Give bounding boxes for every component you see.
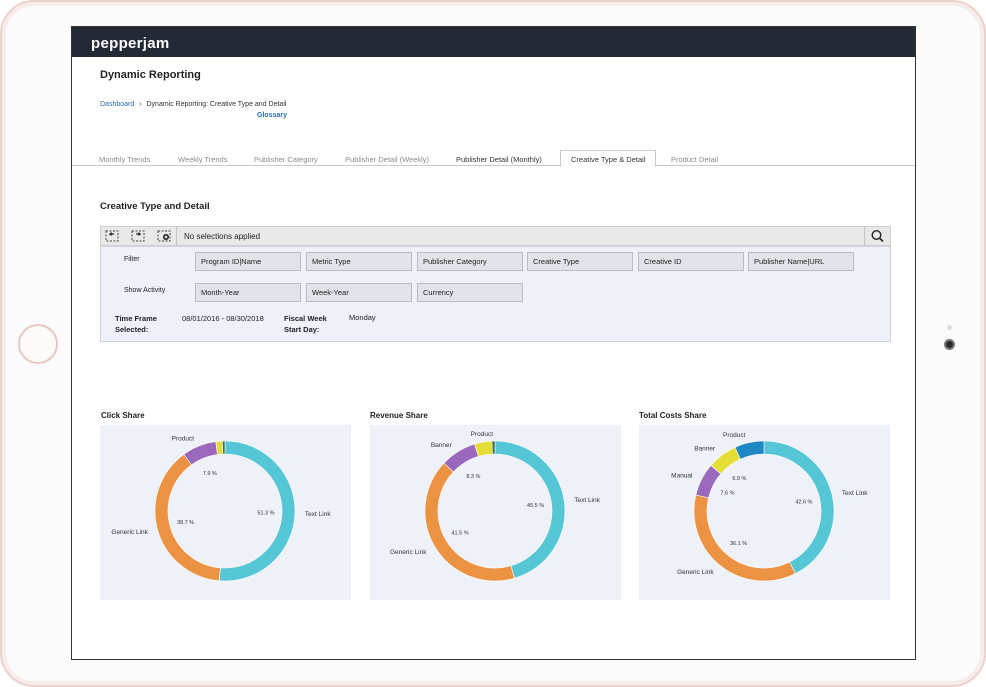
revenue-share-title: Revenue Share: [370, 411, 428, 420]
slice-value-label: 36.1 %: [730, 541, 747, 547]
total-costs-share-chart: 42.6 % Text Link 36.1 % Generic Link 7.6 % Ma…: [639, 425, 890, 600]
time-frame-value: 08/01/2016 - 08/30/2018: [182, 314, 264, 323]
filter-publisher-name[interactable]: Publisher Name|URL: [748, 252, 854, 271]
donut-slice-text-link-0[interactable]: [763, 440, 835, 574]
slice-category-label: Text Link: [574, 497, 600, 504]
click-share-donut: 51.3 % Text Link 38.7 % Generic Link 7.9 % Pr…: [111, 436, 331, 582]
total-costs-share-donut: 42.6 % Text Link 36.1 % Generic Link 7.6 % Ma…: [671, 432, 868, 582]
filter-panel: Filter Program ID|Name Metric Type Publi…: [100, 246, 891, 342]
slice-value-label: 7.9 %: [203, 471, 217, 477]
breadcrumb-dashboard-link[interactable]: Dashboard: [100, 101, 135, 108]
time-frame-label-line1: Time Frame: [115, 314, 157, 323]
tab-creative-type-detail[interactable]: Creative Type & Detail: [560, 150, 657, 167]
activity-month-year[interactable]: Month-Year: [195, 283, 301, 302]
filter-creative-id[interactable]: Creative ID: [638, 252, 744, 271]
revenue-share-chart: 45.5 % Text Link 41.5 % Generic Link 8.3 % Ba…: [370, 425, 621, 600]
slice-value-label: 6.9 %: [732, 476, 746, 482]
donut-slice-generic-link-1[interactable]: [693, 494, 796, 582]
slice-value-label: 45.5 %: [527, 503, 544, 509]
search-button[interactable]: [864, 227, 890, 245]
activity-currency[interactable]: Currency: [417, 283, 523, 302]
donut-slice-unlabeled-4[interactable]: [491, 440, 496, 455]
search-icon: [871, 229, 884, 243]
filter-program-id[interactable]: Program ID|Name: [195, 252, 301, 271]
app-screen: pepperjam Dynamic Reporting Dashboard › …: [71, 26, 916, 660]
breadcrumb: Dashboard › Dynamic Reporting: Creative …: [100, 101, 286, 108]
redo-selection-icon[interactable]: [131, 230, 145, 242]
filter-creative-type[interactable]: Creative Type: [527, 252, 633, 271]
toolbar-divider: [176, 227, 177, 245]
selections-toolbar: No selections applied: [100, 226, 891, 246]
tab-publisher-detail-weekly[interactable]: Publisher Detail (Weekly): [345, 155, 430, 164]
slice-value-label: 38.7 %: [177, 520, 194, 526]
slice-value-label: 7.6 %: [720, 490, 734, 496]
tab-publisher-category[interactable]: Publisher Category: [254, 155, 318, 164]
camera-icon: [944, 339, 955, 350]
fiscal-week-label-line2: Start Day:: [284, 325, 320, 334]
total-costs-share-title: Total Costs Share: [639, 411, 707, 420]
donut-slice-product-4[interactable]: [734, 440, 765, 460]
home-button[interactable]: [18, 324, 58, 364]
filter-publisher-category[interactable]: Publisher Category: [417, 252, 523, 271]
fiscal-week-label: Fiscal Week Start Day:: [284, 313, 327, 335]
donut-slice-generic-link-1[interactable]: [424, 462, 515, 582]
report-tabs: Monthly Trends Weekly Trends Publisher C…: [72, 150, 915, 167]
time-frame-label-line2: Selected:: [115, 325, 149, 334]
slice-category-label: Manual: [671, 473, 693, 480]
filter-label: Filter: [124, 256, 140, 263]
breadcrumb-separator: ›: [139, 101, 142, 108]
pepperjam-logo[interactable]: pepperjam: [91, 35, 170, 52]
tab-weekly-trends[interactable]: Weekly Trends: [178, 155, 228, 164]
slice-category-label: Generic Link: [111, 529, 148, 536]
slice-category-label: Product: [723, 432, 746, 439]
slice-category-label: Generic Link: [677, 569, 714, 576]
slice-category-label: Banner: [694, 446, 716, 453]
slice-category-label: Banner: [431, 442, 453, 449]
slice-value-label: 8.3 %: [466, 474, 480, 480]
selections-status: No selections applied: [184, 232, 261, 241]
tab-product-detail[interactable]: Product Detail: [671, 155, 719, 164]
top-navigation-bar: pepperjam: [72, 27, 915, 57]
slice-category-label: Text Link: [305, 511, 331, 518]
revenue-share-donut: 45.5 % Text Link 41.5 % Generic Link 8.3 % Ba…: [390, 431, 601, 582]
activity-week-year[interactable]: Week-Year: [306, 283, 412, 302]
tab-publisher-detail-monthly[interactable]: Publisher Detail (Monthly): [456, 155, 542, 164]
donut-slice-product-2[interactable]: [183, 441, 218, 466]
fiscal-week-value: Monday: [349, 313, 376, 322]
time-frame-label: Time Frame Selected:: [115, 313, 157, 335]
section-title: Creative Type and Detail: [100, 201, 210, 212]
page-title: Dynamic Reporting: [100, 69, 201, 81]
slice-value-label: 42.6 %: [795, 500, 812, 506]
clear-selections-icon[interactable]: [157, 230, 171, 242]
slice-value-label: 41.5 %: [451, 530, 468, 536]
show-activity-label: Show Activity: [124, 287, 166, 294]
tab-monthly-trends[interactable]: Monthly Trends: [99, 155, 151, 164]
slice-category-label: Product: [471, 431, 494, 438]
filter-metric-type[interactable]: Metric Type: [306, 252, 412, 271]
click-share-chart: 51.3 % Text Link 38.7 % Generic Link 7.9 % Pr…: [100, 425, 351, 600]
click-share-title: Click Share: [101, 411, 145, 420]
slice-value-label: 51.3 %: [257, 511, 274, 517]
fiscal-week-label-line1: Fiscal Week: [284, 314, 327, 323]
slice-category-label: Product: [172, 436, 195, 443]
slice-category-label: Text Link: [842, 490, 868, 497]
slice-category-label: Generic Link: [390, 549, 427, 556]
undo-selection-icon[interactable]: [105, 230, 119, 242]
breadcrumb-current: Dynamic Reporting: Creative Type and Det…: [146, 101, 287, 108]
glossary-link[interactable]: Glossary: [257, 112, 287, 119]
sensor-dot: [947, 325, 952, 330]
donut-slice-text-link-0[interactable]: [494, 440, 566, 579]
donut-slice-unlabeled-4[interactable]: [222, 440, 226, 455]
